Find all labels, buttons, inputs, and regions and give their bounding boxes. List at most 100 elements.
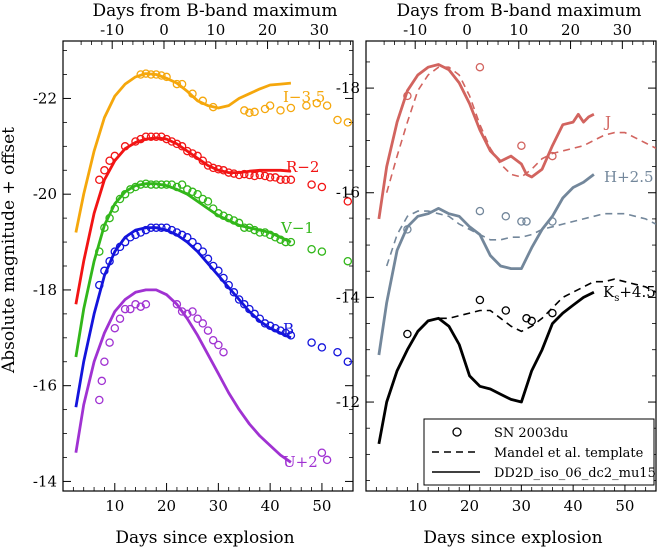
top-axis-label-optical: Days from B-band maximum <box>93 1 338 21</box>
obs-point-b <box>162 223 171 232</box>
obs-point-i <box>302 101 311 110</box>
obs-point-b <box>317 343 327 352</box>
obs-point-h <box>522 217 531 226</box>
obs-point-v <box>105 213 114 223</box>
template-line-j <box>385 66 656 193</box>
x2-tick-label: 20 <box>258 21 277 39</box>
obs-point-v <box>157 180 166 189</box>
obs-point-i <box>276 106 285 115</box>
obs-point-i <box>322 101 332 110</box>
obs-point-i <box>260 104 270 114</box>
obs-point-v <box>162 180 171 189</box>
obs-point-h <box>475 206 485 216</box>
y-tick-label: -18 <box>33 281 57 299</box>
obs-point-b <box>105 256 114 266</box>
obs-point-u <box>322 455 332 465</box>
obs-point-v <box>183 185 192 194</box>
obs-point-v <box>271 233 280 242</box>
top-axis-label-nir: Days from B-band maximum <box>397 1 642 21</box>
obs-point-i <box>151 70 161 79</box>
obs-point-v <box>151 180 161 189</box>
band-label-u: U+2 <box>283 453 318 471</box>
obs-point-r <box>271 173 280 182</box>
obs-point-ks <box>522 314 531 323</box>
x2-tick-label: 0 <box>159 21 169 39</box>
obs-point-v <box>307 244 316 254</box>
obs-point-b <box>229 288 239 297</box>
x2-tick-label: 10 <box>509 21 528 39</box>
obs-point-r <box>219 166 228 175</box>
obs-point-r <box>105 156 114 165</box>
legend-label: DD2D_iso_06_dc2_mu15 <box>494 466 656 481</box>
obs-point-b <box>219 273 228 283</box>
obs-point-r <box>203 161 213 170</box>
x2-tick-label: -10 <box>100 21 124 39</box>
obs-point-b <box>110 247 120 256</box>
obs-point-u <box>317 448 327 457</box>
obs-point-r <box>136 134 145 144</box>
obs-point-v <box>115 194 125 204</box>
obs-point-v <box>276 235 285 244</box>
obs-point-ks <box>548 308 557 318</box>
obs-point-v <box>245 223 254 232</box>
obs-point-i <box>250 107 259 117</box>
obs-point-v <box>110 204 120 213</box>
model-line-j <box>377 63 595 220</box>
obs-point-u <box>141 300 151 309</box>
obs-point-r <box>193 151 202 161</box>
obs-point-r <box>167 137 177 146</box>
x-tick-label: 50 <box>615 497 634 515</box>
x-tick-label: 40 <box>564 497 583 515</box>
y-tick-label: -18 <box>336 79 360 97</box>
obs-point-u <box>100 357 109 366</box>
obs-point-b <box>265 321 275 331</box>
obs-point-v <box>120 189 130 199</box>
obs-point-u <box>97 376 107 386</box>
obs-point-r <box>265 173 275 182</box>
obs-point-u <box>95 395 104 405</box>
band-label-b: B <box>283 320 294 338</box>
obs-point-v <box>208 204 218 213</box>
obs-point-v <box>343 256 353 266</box>
obs-point-r <box>214 165 223 174</box>
x2-tick-label: 20 <box>561 21 580 39</box>
legend-marker-circle <box>452 427 462 437</box>
obs-point-b <box>276 326 285 335</box>
obs-point-b <box>203 254 213 264</box>
model-line-r <box>74 136 292 305</box>
obs-point-b <box>281 328 290 338</box>
obs-point-r <box>120 142 130 151</box>
obs-point-v <box>198 194 208 204</box>
x2-tick-label: 30 <box>310 21 329 39</box>
nir-panel: Days from B-band maximum Days since expl… <box>336 1 657 548</box>
obs-point-r <box>95 175 104 185</box>
obs-point-r <box>286 175 296 185</box>
obs-point-i <box>141 69 151 78</box>
obs-point-v <box>240 223 249 232</box>
obs-point-r <box>208 163 218 173</box>
obs-point-r <box>183 146 192 156</box>
obs-point-i <box>208 102 218 112</box>
obs-point-r <box>260 171 270 181</box>
obs-point-r <box>224 168 233 177</box>
band-label-v: V−1 <box>280 219 314 237</box>
template-line-ks <box>427 278 656 333</box>
obs-point-u <box>183 309 192 319</box>
obs-point-v <box>281 237 290 247</box>
obs-point-b <box>245 304 254 314</box>
obs-point-v <box>95 247 104 256</box>
obs-point-v <box>136 180 145 189</box>
x2-tick-label: 30 <box>613 21 632 39</box>
model-line-i <box>74 72 292 233</box>
bottom-axis-label-optical: Days since explosion <box>115 528 294 548</box>
y-axis-label: Absolute magnitude + offset <box>0 127 19 374</box>
obs-point-r <box>162 134 171 144</box>
optical-panel: Days from B-band maximum Days since expl… <box>0 1 354 548</box>
obs-point-b <box>136 228 145 237</box>
obs-point-v <box>260 228 270 237</box>
obs-point-u <box>198 319 208 328</box>
obs-point-v <box>193 189 202 199</box>
obs-point-b <box>157 223 166 232</box>
x-tick-label: 10 <box>105 497 124 515</box>
obs-point-b <box>100 266 109 276</box>
